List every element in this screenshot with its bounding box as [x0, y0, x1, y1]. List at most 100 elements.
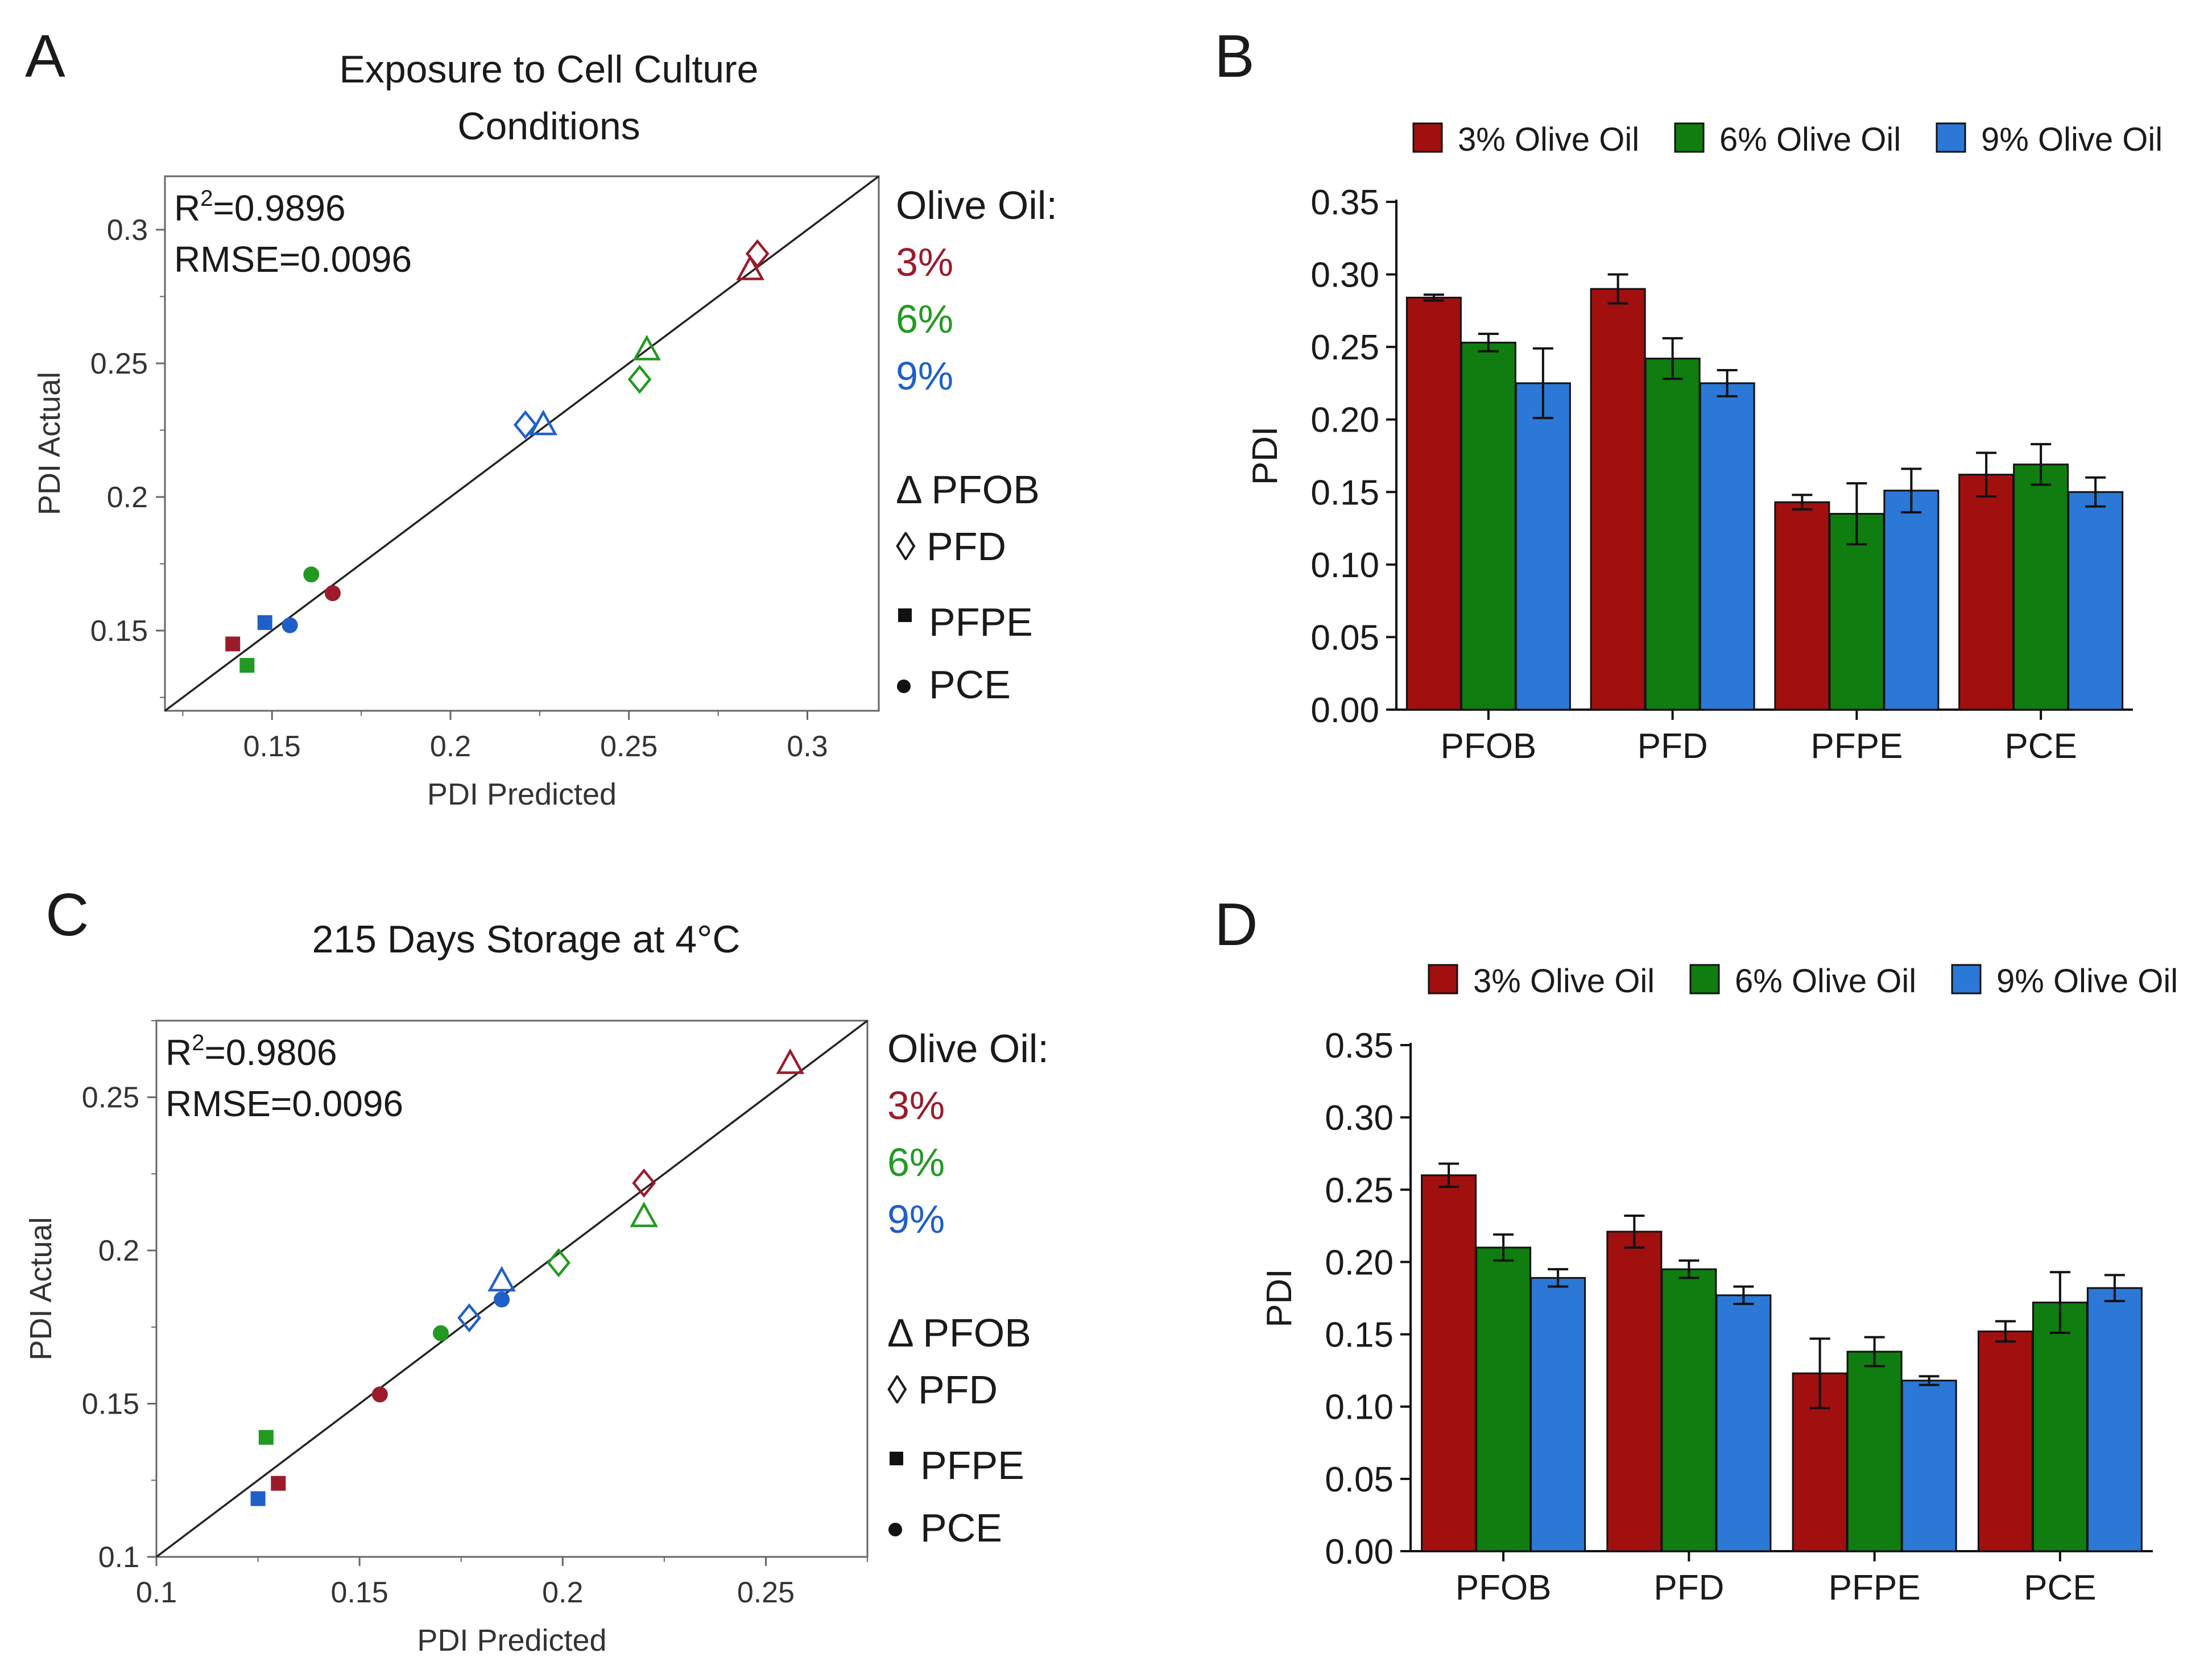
- data-point-diamond: [547, 1248, 571, 1278]
- y-tick-label: 0.30: [1325, 1099, 1394, 1138]
- legend-oil-percent: 9%: [896, 354, 953, 398]
- data-point-triangle: [630, 1201, 658, 1228]
- legend-series-label: 3% Olive Oil: [1458, 121, 1639, 158]
- y-tick-label: 0.30: [1310, 256, 1379, 295]
- bar: [1774, 501, 1830, 711]
- bar-panel-d: 3% Olive Oil 6% Olive Oil 9% Olive Oil 0.00…: [1260, 963, 2178, 1607]
- scatter-panel-a: Exposure to Cell Culture Conditions 0.15 0.…: [32, 48, 1057, 811]
- x-tick-label: 0.15: [243, 730, 301, 763]
- legend-marker-pfob: Δ PFOB: [896, 467, 1040, 512]
- data-point-square: [271, 1476, 286, 1491]
- y-tick-label: 0.35: [1310, 183, 1379, 222]
- legend-circle-icon: [888, 1523, 902, 1536]
- x-category-label: PFD: [1653, 1568, 1724, 1607]
- y-axis-label: PDI: [1246, 426, 1285, 485]
- y-tick-label: 0.15: [90, 615, 148, 648]
- r-squared-value: =0.9896: [213, 188, 345, 229]
- y-tick-label: 0.25: [90, 347, 148, 380]
- x-category-label: PFOB: [1440, 727, 1536, 766]
- y-tick-label: 0.15: [82, 1388, 139, 1421]
- x-category-label: PCE: [2004, 727, 2077, 766]
- x-tick-label: 0.1: [136, 1576, 177, 1609]
- y-tick-label: 0.25: [1310, 328, 1379, 367]
- bar: [2068, 491, 2124, 711]
- data-point-square: [258, 1429, 274, 1445]
- bar: [1901, 1379, 1957, 1552]
- y-tick-label: 0.20: [1310, 401, 1379, 440]
- bar: [1405, 296, 1462, 711]
- legend-oil-percent: 9%: [887, 1197, 945, 1241]
- y-tick-label: 0.35: [1325, 1026, 1394, 1066]
- legend-marker-pfd: ◊ PFD: [896, 524, 1006, 569]
- plot-frame: [164, 175, 880, 712]
- legend-swatch: [1412, 122, 1443, 153]
- y-tick-label: 0.3: [107, 214, 148, 247]
- legend-square-icon: [898, 608, 912, 622]
- y-axis-label: PDI: [1260, 1269, 1299, 1327]
- legend-series-label: 9% Olive Oil: [1981, 121, 2163, 158]
- bar-panel-b: 3% Olive Oil 6% Olive Oil 9% Olive Oil 0.00…: [1246, 121, 2163, 766]
- legend-swatch: [1936, 122, 1966, 153]
- bar: [1475, 1246, 1532, 1552]
- y-axis-label: PDI Actual: [24, 1217, 58, 1360]
- legend-marker-pfpe: PFPE: [929, 600, 1033, 644]
- r-squared: R2=0.9806: [166, 1030, 337, 1073]
- legend-marker-pce: PCE: [929, 662, 1011, 707]
- bar: [1460, 341, 1516, 711]
- legend-oil-percent: 6%: [896, 297, 953, 341]
- r-squared-superscript: 2: [200, 186, 213, 211]
- data-point-triangle: [529, 409, 557, 436]
- x-category-label: PFD: [1638, 727, 1708, 766]
- data-point-square: [239, 658, 255, 673]
- chart-title: 215 Days Storage at 4°C: [312, 918, 741, 961]
- r-squared-superscript: 2: [192, 1030, 204, 1055]
- y-tick-label: 0.05: [1325, 1460, 1394, 1499]
- legend-oil-percent: 6%: [887, 1140, 945, 1184]
- data-point-circle: [282, 617, 298, 633]
- legend-marker-pfob: Δ PFOB: [887, 1311, 1031, 1355]
- rmse: RMSE=0.0096: [166, 1083, 403, 1124]
- legend-series-label: 9% Olive Oil: [1996, 963, 2178, 1000]
- y-tick-label: 0.2: [98, 1234, 139, 1267]
- legend-title: Olive Oil:: [896, 183, 1057, 227]
- y-tick-label: 0.10: [1310, 546, 1379, 585]
- data-point-square: [250, 1491, 266, 1506]
- bar: [2013, 463, 2069, 711]
- data-point-square: [257, 615, 272, 630]
- x-tick-label: 0.2: [430, 730, 471, 763]
- legend-circle-icon: [897, 679, 911, 693]
- plot-frame: [155, 1020, 869, 1558]
- data-point-triangle: [632, 334, 661, 361]
- bar: [1699, 382, 1755, 711]
- x-tick-label: 0.25: [737, 1576, 795, 1609]
- data-point-triangle: [487, 1266, 516, 1292]
- y-tick-label: 0.15: [1310, 473, 1379, 512]
- bar: [2032, 1302, 2088, 1552]
- data-point-circle: [303, 566, 320, 583]
- x-category-label: PFPE: [1829, 1568, 1921, 1607]
- data-point-diamond: [745, 239, 770, 268]
- x-tick-label: 0.3: [787, 730, 828, 763]
- r-squared: R2=0.9896: [174, 186, 346, 229]
- panel-letter: C: [46, 881, 89, 948]
- legend-marker-pfd: ◊ PFD: [887, 1368, 998, 1412]
- x-category-label: PCE: [2024, 1568, 2096, 1607]
- r-squared-prefix: R: [174, 188, 200, 229]
- y-tick-label: 0.05: [1310, 618, 1379, 657]
- legend-series-label: 6% Olive Oil: [1735, 963, 1916, 1000]
- bar: [1715, 1294, 1772, 1552]
- chart-title: Exposure to Cell Culture: [339, 48, 758, 91]
- x-tick-label: 0.15: [331, 1576, 388, 1609]
- legend-swatch: [1689, 964, 1720, 995]
- bar: [1530, 1277, 1586, 1552]
- bar: [2086, 1287, 2143, 1552]
- data-point-circle: [371, 1386, 388, 1403]
- legend-marker-pfpe: PFPE: [920, 1443, 1024, 1487]
- legend-marker-pce: PCE: [920, 1506, 1002, 1550]
- x-category-label: PFOB: [1456, 1568, 1552, 1607]
- bar: [1661, 1268, 1717, 1552]
- rmse: RMSE=0.0096: [174, 239, 412, 280]
- data-point-triangle: [776, 1048, 805, 1074]
- y-tick-label: 0.10: [1325, 1388, 1394, 1427]
